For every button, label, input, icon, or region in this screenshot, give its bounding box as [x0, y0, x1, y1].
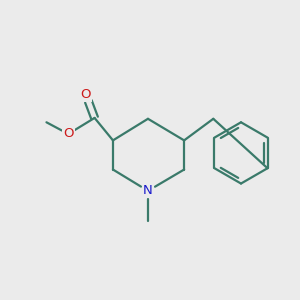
Text: N: N — [143, 184, 153, 197]
Text: O: O — [63, 128, 74, 140]
Text: O: O — [81, 88, 91, 101]
